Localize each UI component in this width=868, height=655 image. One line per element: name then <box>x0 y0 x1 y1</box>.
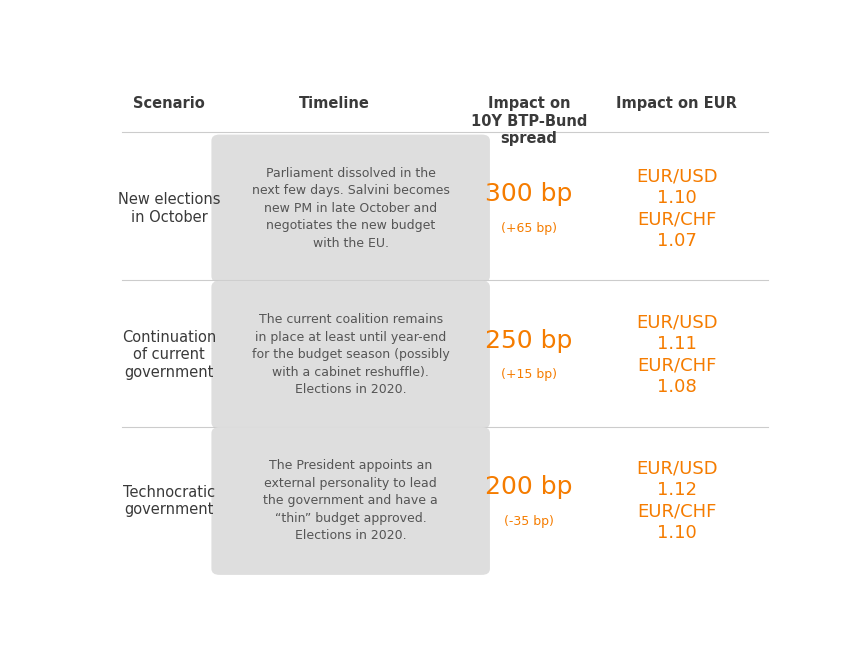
FancyBboxPatch shape <box>212 281 490 428</box>
Text: The current coalition remains
in place at least until year-end
for the budget se: The current coalition remains in place a… <box>252 313 450 396</box>
Text: The President appoints an
external personality to lead
the government and have a: The President appoints an external perso… <box>263 460 438 542</box>
Text: Impact on EUR: Impact on EUR <box>616 96 738 111</box>
Text: (+15 bp): (+15 bp) <box>501 368 557 381</box>
Text: Impact on
10Y BTP-Bund
spread: Impact on 10Y BTP-Bund spread <box>470 96 587 146</box>
Text: 300 bp: 300 bp <box>485 182 573 206</box>
Text: Parliament dissolved in the
next few days. Salvini becomes
new PM in late Octobe: Parliament dissolved in the next few day… <box>252 167 450 250</box>
Text: (+65 bp): (+65 bp) <box>501 222 557 235</box>
FancyBboxPatch shape <box>212 134 490 282</box>
Text: Technocratic
government: Technocratic government <box>123 485 215 517</box>
Text: EUR/USD
1.10
EUR/CHF
1.07: EUR/USD 1.10 EUR/CHF 1.07 <box>636 167 718 250</box>
Text: EUR/USD
1.12
EUR/CHF
1.10: EUR/USD 1.12 EUR/CHF 1.10 <box>636 460 718 542</box>
Text: Scenario: Scenario <box>133 96 205 111</box>
Text: Continuation
of current
government: Continuation of current government <box>122 330 216 380</box>
Text: Timeline: Timeline <box>299 96 369 111</box>
Text: 200 bp: 200 bp <box>485 475 573 499</box>
Text: EUR/USD
1.11
EUR/CHF
1.08: EUR/USD 1.11 EUR/CHF 1.08 <box>636 314 718 396</box>
Text: (-35 bp): (-35 bp) <box>504 515 554 528</box>
Text: 250 bp: 250 bp <box>485 329 573 352</box>
Text: New elections
in October: New elections in October <box>118 193 220 225</box>
FancyBboxPatch shape <box>212 427 490 575</box>
